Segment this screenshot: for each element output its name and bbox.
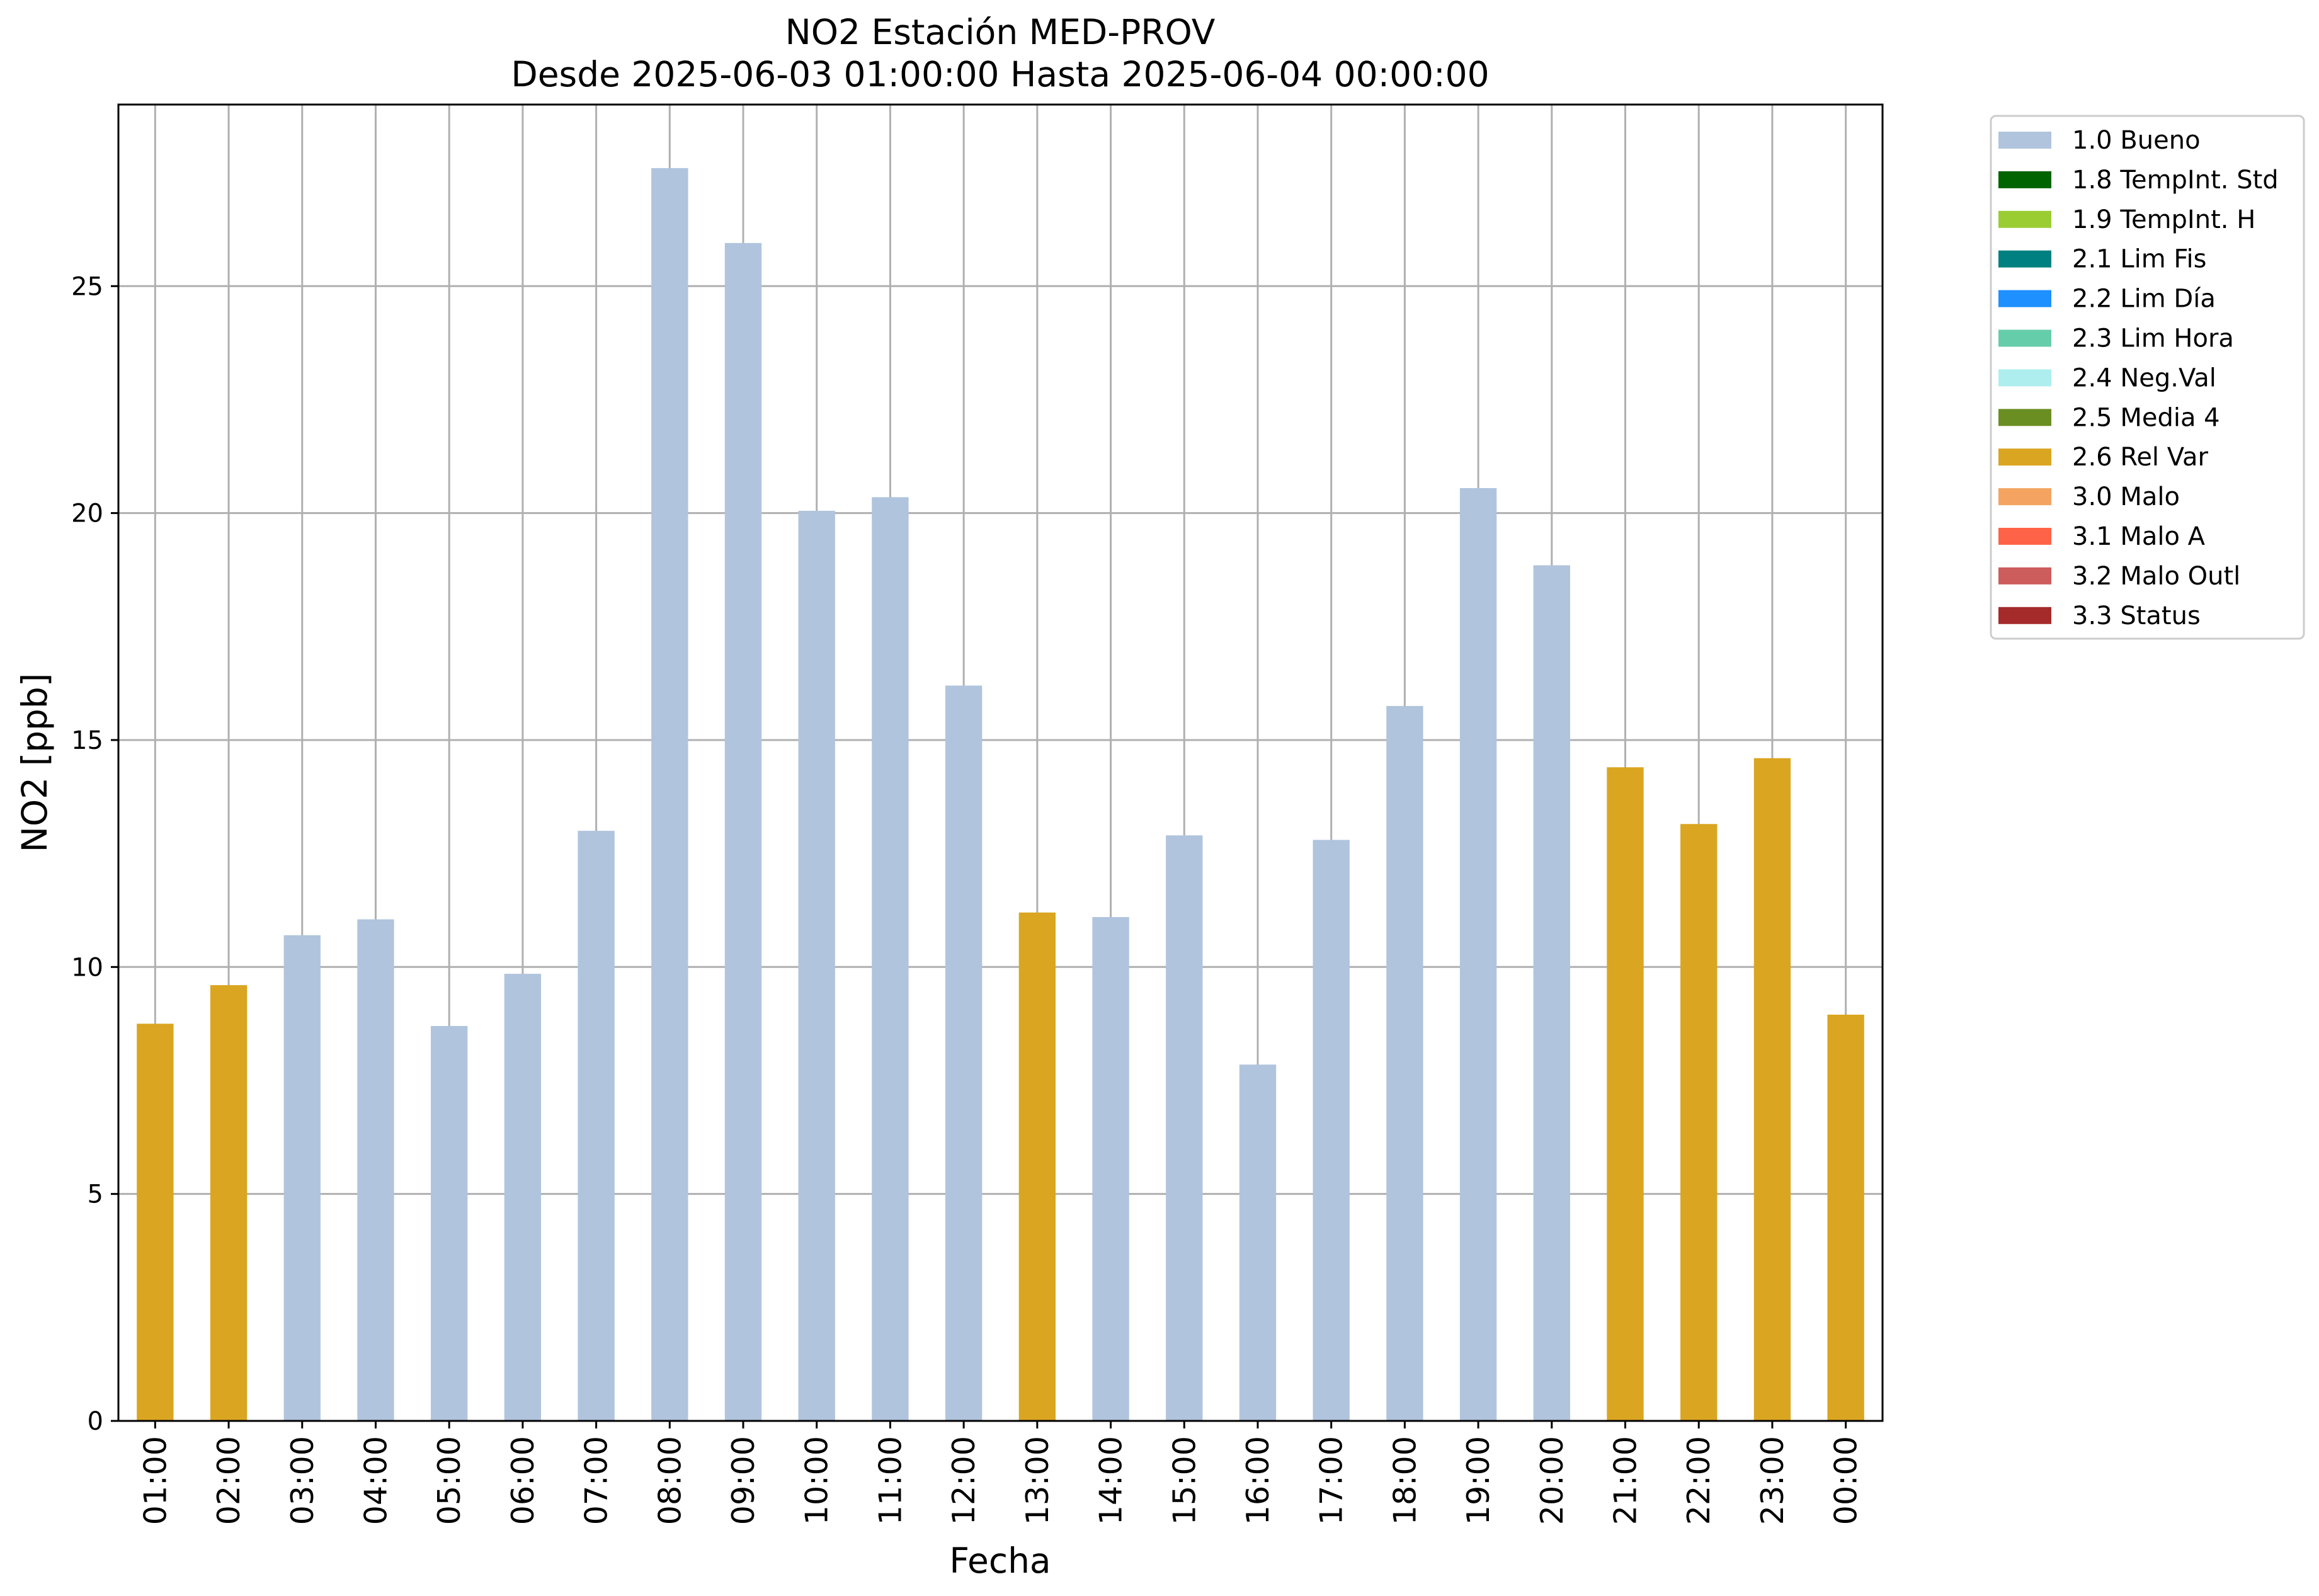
y-tick-label: 0 [88, 1407, 103, 1436]
legend-swatch [1998, 369, 2051, 387]
legend-label: 2.3 Lim Hora [2072, 324, 2234, 353]
x-tick-label: 17:00 [1314, 1436, 1350, 1525]
y-tick-label: 25 [71, 272, 103, 301]
plot-frame [117, 103, 1884, 1422]
x-tick-label: 02:00 [211, 1436, 247, 1525]
x-tick-label: 00:00 [1828, 1436, 1864, 1525]
x-tick-label: 05:00 [431, 1436, 467, 1525]
legend-label: 2.4 Neg.Val [2072, 363, 2216, 392]
bar-20:00 [1533, 565, 1570, 1421]
bar-10:00 [798, 511, 835, 1421]
x-tick-label: 07:00 [579, 1436, 615, 1525]
x-tick-label: 03:00 [285, 1436, 321, 1525]
x-tick-label: 22:00 [1681, 1436, 1717, 1525]
legend-swatch [1998, 250, 2051, 268]
legend-label: 3.1 Malo A [2072, 522, 2206, 551]
bar-17:00 [1313, 840, 1350, 1421]
legend-label: 2.2 Lim Día [2072, 285, 2216, 314]
x-tick-label: 08:00 [652, 1436, 688, 1525]
legend-label: 3.2 Malo Outl [2072, 562, 2240, 591]
bar-03:00 [283, 935, 321, 1421]
y-tick-label: 10 [71, 953, 103, 982]
x-axis-label: Fecha [949, 1541, 1051, 1581]
bar-01:00 [137, 1023, 174, 1421]
legend-swatch [1998, 409, 2051, 426]
bar-23:00 [1753, 758, 1791, 1421]
legend-swatch [1998, 607, 2051, 624]
bar-00:00 [1827, 1014, 1864, 1421]
bar-05:00 [431, 1026, 468, 1421]
legend-swatch [1998, 290, 2051, 307]
x-tick-label: 18:00 [1387, 1436, 1423, 1525]
legend-swatch [1998, 488, 2051, 506]
legend-label: 2.1 Lim Fis [2072, 245, 2206, 274]
bar-02:00 [210, 985, 248, 1421]
legend-swatch [1998, 448, 2051, 466]
legend-swatch [1998, 329, 2051, 347]
legend-swatch [1998, 567, 2051, 584]
bar-04:00 [357, 919, 394, 1421]
x-tick-label: 13:00 [1020, 1436, 1056, 1525]
bar-12:00 [945, 685, 983, 1421]
x-tick-label: 19:00 [1461, 1436, 1496, 1525]
chart-title: NO2 Estación MED-PROV [785, 12, 1216, 52]
legend-swatch [1998, 528, 2051, 545]
chart-subtitle: Desde 2025-06-03 01:00:00 Hasta 2025-06-… [511, 54, 1489, 94]
bar-14:00 [1092, 917, 1129, 1421]
bar-15:00 [1166, 835, 1203, 1421]
bar-06:00 [504, 974, 542, 1421]
legend: 1.0 Bueno 1.8 TempInt. Std 1.9 TempInt. H 2… [1990, 115, 2305, 640]
x-tick-label: 16:00 [1240, 1436, 1276, 1525]
x-tick-label: 12:00 [946, 1436, 982, 1525]
bar-08:00 [651, 168, 688, 1422]
x-tick-label: 21:00 [1608, 1436, 1644, 1525]
legend-swatch [1998, 132, 2051, 149]
bars [137, 168, 1864, 1422]
x-tick-label: 10:00 [799, 1436, 835, 1525]
x-axis-ticks: 01:00 02:00 03:00 04:00 05:00 06:00 07:00 08:00… [137, 1421, 1864, 1525]
y-axis-ticks: 0 5 10 15 20 25 [71, 272, 118, 1436]
x-tick-label: 01:00 [137, 1436, 173, 1525]
x-tick-label: 15:00 [1166, 1436, 1202, 1525]
bar-16:00 [1239, 1064, 1277, 1421]
y-tick-label: 5 [88, 1180, 103, 1209]
x-tick-label: 06:00 [505, 1436, 541, 1525]
x-tick-label: 04:00 [358, 1436, 394, 1525]
bar-07:00 [578, 831, 615, 1421]
x-tick-label: 14:00 [1093, 1436, 1129, 1525]
legend-label: 3.3 Status [2072, 601, 2201, 630]
x-tick-label: 09:00 [726, 1436, 761, 1525]
bar-22:00 [1680, 824, 1718, 1421]
legend-swatch [1998, 171, 2051, 188]
legend-label: 2.5 Media 4 [2072, 403, 2220, 432]
bar-18:00 [1386, 705, 1423, 1421]
legend-label: 3.0 Malo [2072, 482, 2180, 511]
y-tick-label: 20 [71, 499, 103, 528]
legend-entries: 1.0 Bueno 1.8 TempInt. Std 1.9 TempInt. H 2… [1998, 126, 2279, 630]
y-axis-label: NO2 [ppb] [14, 673, 55, 853]
bar-13:00 [1018, 912, 1056, 1421]
bar-11:00 [872, 497, 909, 1422]
legend-label: 2.6 Rel Var [2072, 443, 2209, 472]
x-tick-label: 23:00 [1755, 1436, 1791, 1525]
x-tick-label: 20:00 [1534, 1436, 1570, 1525]
legend-frame [1990, 115, 2305, 640]
legend-swatch [1998, 210, 2051, 228]
legend-label: 1.8 TempInt. Std [2072, 166, 2279, 195]
legend-label: 1.9 TempInt. H [2072, 205, 2255, 234]
bar-19:00 [1459, 487, 1497, 1421]
bar-21:00 [1607, 767, 1644, 1421]
bar-09:00 [724, 242, 762, 1422]
legend-label: 1.0 Bueno [2072, 126, 2201, 155]
y-tick-label: 15 [71, 726, 103, 755]
x-tick-label: 11:00 [872, 1436, 908, 1525]
